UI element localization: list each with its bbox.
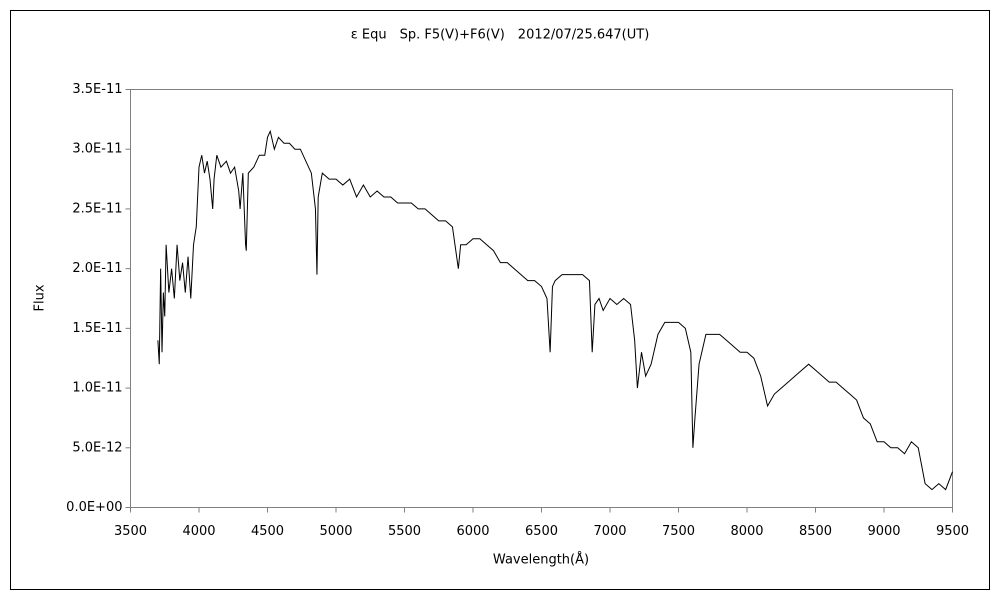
x-tick-label: 8000	[730, 524, 763, 539]
spectrum-line	[157, 129, 953, 491]
y-tick-label: 3.5E-11	[72, 82, 122, 97]
x-tick-label: 3500	[114, 524, 147, 539]
x-tick-label: 6500	[525, 524, 558, 539]
y-tick-label: 5.0E-12	[72, 440, 122, 455]
x-tick-label: 7000	[593, 524, 626, 539]
y-tick-label: 3.0E-11	[72, 142, 122, 157]
x-tick-label: 4000	[182, 524, 215, 539]
y-tick-label: 1.5E-11	[72, 321, 122, 336]
x-axis-label: Wavelength(Å)	[493, 552, 589, 568]
x-tick-label: 9500	[936, 524, 969, 539]
y-axis-label: Flux	[33, 284, 48, 311]
x-tick-label: 5500	[388, 524, 421, 539]
x-tick-label: 6000	[456, 524, 489, 539]
x-tick-label: 8500	[799, 524, 832, 539]
chart-title: ε Equ Sp. F5(V)+F6(V) 2012/07/25.647(UT)	[351, 28, 650, 43]
x-tick-label: 9000	[867, 524, 900, 539]
y-tick-label: 1.0E-11	[72, 381, 122, 396]
x-tick-label: 4500	[251, 524, 284, 539]
x-tick-label: 5000	[319, 524, 352, 539]
y-tick-label: 0.0E+00	[66, 500, 122, 515]
plot-area	[130, 89, 953, 508]
y-tick-label: 2.0E-11	[72, 261, 122, 276]
x-tick-label: 7500	[662, 524, 695, 539]
y-tick-label: 2.5E-11	[72, 201, 122, 216]
